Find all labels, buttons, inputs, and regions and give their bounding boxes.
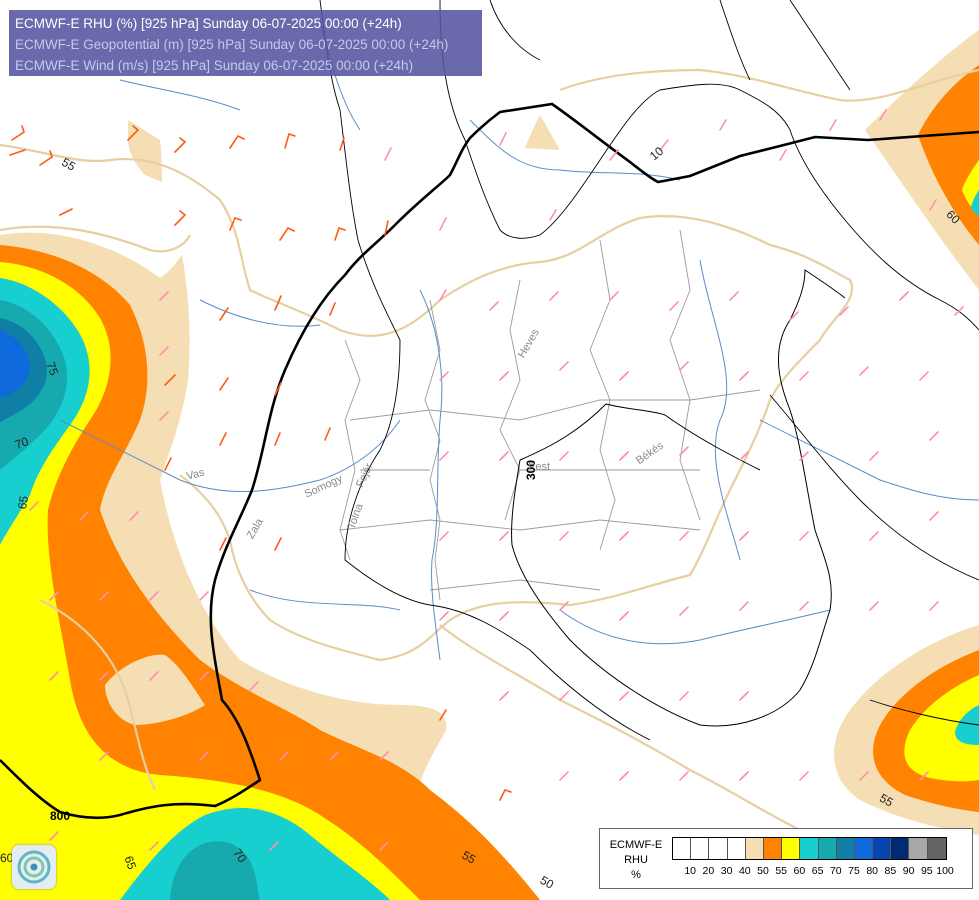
- legend-tick: 70: [829, 865, 842, 877]
- legend-tick: 65: [811, 865, 824, 877]
- legend-tick: 75: [848, 865, 860, 877]
- rhu-60-se: [904, 675, 979, 782]
- region-label: Fejér: [354, 461, 376, 489]
- legend-tick: 10: [684, 865, 697, 877]
- wind-barbs: [9, 109, 964, 851]
- legend-tick: 20: [702, 865, 715, 877]
- rhu-label: 50: [538, 873, 557, 892]
- map-borders: [0, 19, 979, 831]
- legend-title-line: RHU: [624, 854, 648, 866]
- geopotential-300-contour: [511, 269, 846, 727]
- geopotential-labels: 800 300: [50, 460, 538, 823]
- rhu-65-ne: [971, 190, 979, 216]
- rhu-contour-labels: 75 70 65 60 55 55 65 70 50 55 60 10: [0, 144, 963, 892]
- geopotential-label: 800: [50, 809, 70, 823]
- legend-tick: 100: [936, 865, 954, 877]
- rhu-70-area-south: [170, 841, 260, 900]
- region-label: Heves: [516, 327, 542, 360]
- geopotential-contours: [0, 0, 979, 820]
- region-label: Tolna: [346, 501, 367, 531]
- legend-tick: 30: [720, 865, 733, 877]
- legend-tick: 40: [738, 865, 751, 877]
- rhu-65-se: [955, 705, 979, 745]
- legend-swatch: [782, 838, 801, 859]
- legend-swatch: [873, 838, 892, 859]
- geopotential-800-contour: [0, 102, 979, 820]
- rhu-fill-west: [0, 115, 560, 900]
- legend-swatch: [673, 838, 692, 859]
- legend-swatch: [691, 838, 710, 859]
- legend-title: ECMWF-E RHU %: [604, 838, 668, 883]
- legend-swatch: [927, 838, 946, 859]
- country-border: [0, 143, 854, 662]
- legend-tick: 90: [902, 865, 915, 877]
- rhu-50-north-pocket-2: [525, 115, 560, 150]
- legend-swatch: [763, 838, 783, 859]
- legend-tick-labels: 10 20 30 40 50 55 60 65 70 75 80 85 90 95 100: [672, 865, 972, 879]
- logo-icon: [12, 845, 56, 889]
- rhu-label: 65: [15, 494, 31, 510]
- region-label: Békés: [634, 439, 666, 467]
- rhu-80-area: [0, 330, 30, 398]
- rhu-label: 70: [13, 434, 31, 452]
- legend-tick: 85: [884, 865, 897, 877]
- legend-swatch: [800, 838, 819, 859]
- legend-tick: 80: [866, 865, 879, 877]
- rhu-55-area: [0, 245, 540, 900]
- region-label: Zala: [245, 516, 267, 541]
- rivers: [59, 19, 979, 661]
- rhu-label: 55: [460, 848, 479, 867]
- legend-tick: 95: [920, 865, 933, 877]
- rhu-label: 55: [877, 791, 896, 810]
- rhu-label: 55: [59, 155, 78, 174]
- county-lines: [339, 229, 761, 601]
- country-border-north: [0, 225, 191, 253]
- wind-title: ECMWF-E Wind (m/s) [925 hPa] Sunday 06-0…: [15, 58, 414, 73]
- country-border-sw: [39, 599, 156, 791]
- region-label: Somogy: [303, 472, 345, 500]
- region-labels: Heves Pest Békés Fejér Somogy Tolna Vas …: [185, 327, 666, 541]
- legend-tick: 55: [775, 865, 788, 877]
- rhu-50-north-pocket: [128, 120, 162, 182]
- legend-swatch: [891, 838, 910, 859]
- map-title-box: ECMWF-E RHU (%) [925 hPa] Sunday 06-07-2…: [9, 10, 482, 76]
- legend-color-scale: [672, 837, 947, 860]
- legend-tick: 50: [757, 865, 769, 877]
- rhu-label: 60: [0, 851, 14, 865]
- legend-swatch: [709, 838, 728, 859]
- country-border-south: [439, 624, 801, 831]
- legend-swatch: [909, 838, 928, 859]
- legend-swatch: [727, 838, 746, 859]
- rhu-title: ECMWF-E RHU (%) [925 hPa] Sunday 06-07-2…: [15, 16, 402, 31]
- geopotential-title: ECMWF-E Geopotential (m) [925 hPa] Sunda…: [15, 37, 449, 52]
- legend-swatch: [836, 838, 855, 859]
- legend-swatch: [818, 838, 837, 859]
- legend-swatch: [745, 838, 764, 859]
- geopotential-label: 300: [524, 460, 538, 480]
- rhu-55-ne: [918, 65, 979, 245]
- region-label: Pest: [528, 461, 550, 473]
- country-border-ne: [559, 68, 979, 102]
- legend-title-line: %: [631, 869, 641, 881]
- legend-title-line: ECMWF-E: [609, 839, 663, 851]
- rhu-legend: ECMWF-E RHU % 10 20 30 40 50 55 60 65 70 75 80 85 90…: [599, 828, 973, 889]
- region-label: Vas: [185, 466, 206, 482]
- rhu-label: 65: [121, 854, 139, 872]
- legend-swatch: [854, 838, 874, 859]
- rhu-fill-east: [833, 30, 979, 835]
- rhu-label: 75: [43, 360, 61, 378]
- geopotential-thin-contours: [319, 0, 979, 741]
- legend-tick: 60: [793, 865, 806, 877]
